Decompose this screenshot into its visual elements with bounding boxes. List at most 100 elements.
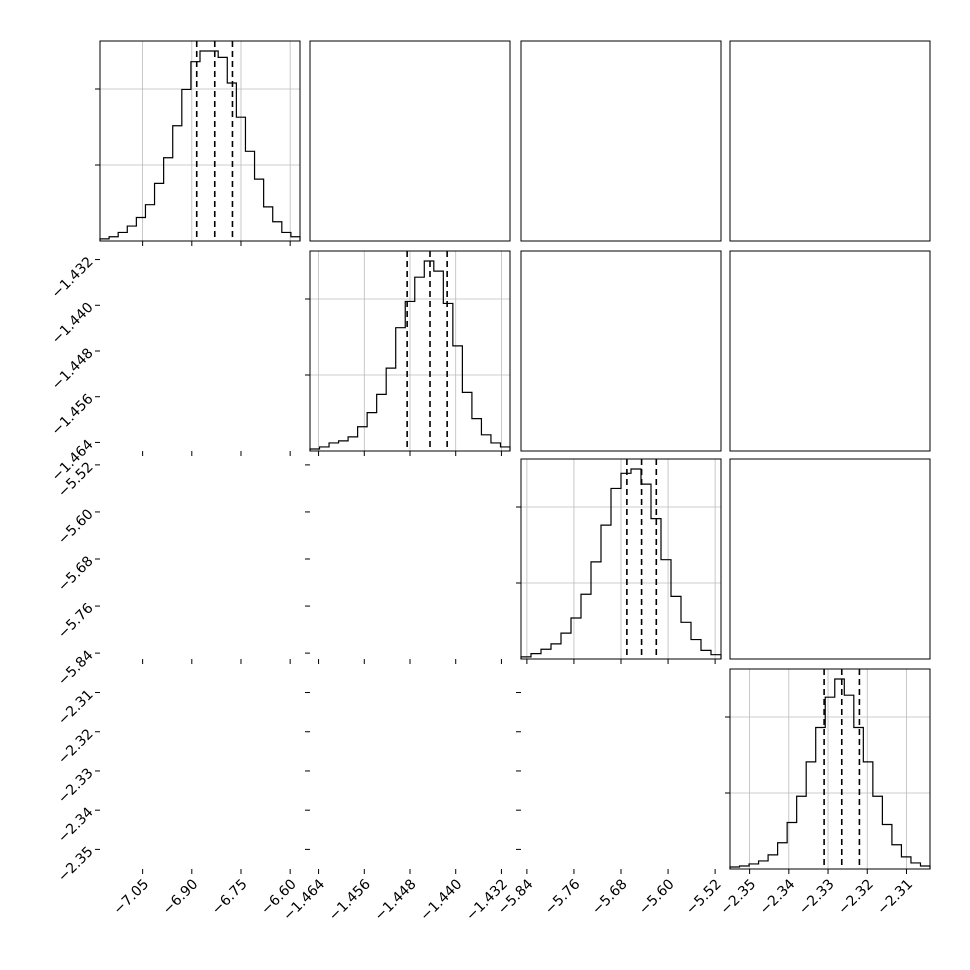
sample-point	[401, 785, 403, 787]
sample-point	[258, 510, 260, 512]
sample-point	[228, 335, 230, 337]
sample-point	[214, 529, 216, 531]
sample-point	[221, 533, 223, 535]
sample-point	[436, 752, 438, 754]
sample-point	[635, 762, 637, 764]
density-cell	[197, 762, 209, 771]
sample-point	[252, 514, 254, 516]
sample-point	[662, 730, 664, 732]
sample-point	[438, 743, 440, 745]
sample-point	[456, 528, 458, 530]
sample-point	[199, 526, 201, 528]
sample-point	[452, 734, 454, 736]
sample-point	[226, 512, 228, 514]
sample-point	[235, 553, 237, 555]
sample-point	[217, 563, 219, 565]
density-cell	[173, 326, 185, 336]
scatter-panel-0-1	[173, 40, 511, 354]
sample-point	[221, 770, 223, 772]
sample-point	[238, 323, 240, 325]
sample-point	[191, 547, 193, 549]
sample-point	[401, 568, 403, 570]
sample-point	[644, 751, 646, 753]
sample-point	[422, 760, 424, 762]
sample-point	[210, 761, 212, 763]
sample-point	[215, 748, 217, 750]
sample-point	[214, 341, 216, 343]
sample-point	[421, 762, 423, 764]
sample-point	[200, 352, 202, 354]
sample-point	[230, 319, 232, 321]
sample-point	[410, 553, 412, 555]
sample-point	[437, 747, 439, 749]
sample-point	[187, 339, 189, 341]
sample-point	[653, 756, 655, 758]
sample-point	[427, 533, 429, 535]
sample-point	[644, 768, 646, 770]
sample-point	[432, 543, 434, 545]
sample-point	[438, 534, 440, 536]
sample-point	[247, 312, 249, 314]
sample-point	[260, 298, 262, 300]
sample-point	[219, 520, 221, 522]
sample-cloud	[164, 472, 275, 600]
sample-point	[424, 770, 426, 772]
sample-point	[419, 755, 421, 757]
x-tick-label: −5.52	[683, 876, 725, 918]
sample-point	[201, 520, 203, 522]
sample-point	[205, 316, 207, 318]
sample-point	[631, 765, 633, 767]
sample-point	[622, 744, 624, 746]
sample-point	[185, 747, 187, 749]
sample-point	[231, 317, 233, 319]
sample-point	[646, 758, 648, 760]
sample-point	[222, 738, 224, 740]
sample-point	[222, 525, 224, 527]
sample-point	[450, 520, 452, 522]
sample-point	[231, 327, 233, 329]
sample-point	[206, 539, 208, 541]
density-cell	[657, 771, 668, 780]
sample-point	[226, 523, 228, 525]
sample-point	[204, 329, 206, 331]
sample-point	[243, 314, 245, 316]
sample-point	[635, 742, 637, 744]
sample-point	[430, 555, 432, 557]
sample-point	[211, 332, 213, 334]
sample-point	[210, 523, 212, 525]
sample-point	[440, 541, 442, 543]
sample-point	[211, 334, 213, 336]
sample-point	[247, 755, 249, 757]
sample-point	[191, 346, 193, 348]
sample-point	[429, 756, 431, 758]
sample-point	[218, 339, 220, 341]
sample-point	[678, 761, 680, 763]
density-cell	[221, 317, 233, 327]
sample-point	[171, 759, 173, 761]
sample-point	[415, 535, 417, 537]
sample-point	[227, 331, 229, 333]
density-cell	[406, 554, 416, 565]
sample-point	[237, 531, 239, 533]
sample-point	[234, 526, 236, 528]
sample-point	[204, 745, 206, 747]
sample-point	[233, 744, 235, 746]
sample-point	[239, 547, 241, 549]
sample-point	[421, 511, 423, 513]
sample-point	[241, 315, 243, 317]
sample-point	[167, 547, 169, 549]
sample-point	[452, 495, 454, 497]
sample-point	[392, 543, 394, 545]
sample-point	[428, 527, 430, 529]
sample-point	[649, 790, 651, 792]
sample-point	[199, 540, 201, 542]
sample-point	[246, 299, 248, 301]
sample-point	[227, 306, 229, 308]
sample-point	[185, 737, 187, 739]
sample-point	[236, 307, 238, 309]
sample-point	[221, 546, 223, 548]
sample-point	[214, 335, 216, 337]
sample-point	[632, 749, 634, 751]
sample-point	[199, 546, 201, 548]
sample-point	[443, 749, 445, 751]
